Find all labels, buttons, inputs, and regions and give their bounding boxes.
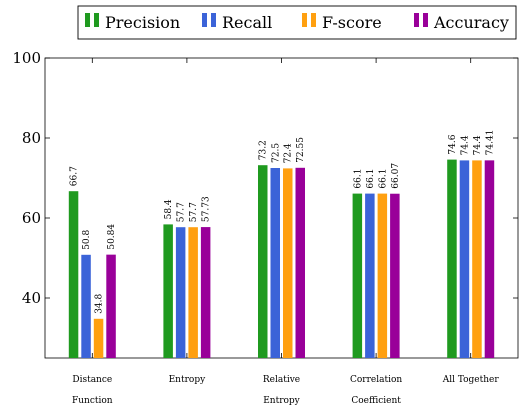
category-label: Entropy — [263, 396, 300, 406]
bar-recall — [365, 193, 375, 358]
bar-f-score — [377, 193, 388, 358]
bar-recall — [81, 254, 91, 358]
data-label: 72.55 — [296, 137, 306, 163]
category-label: Function — [72, 396, 113, 406]
data-label: 66.1 — [366, 169, 376, 189]
data-label: 73.2 — [259, 140, 269, 160]
bar-recall — [175, 227, 186, 358]
bar-accuracy — [390, 193, 400, 358]
data-label: 74.4 — [460, 135, 470, 155]
data-label: 50.8 — [82, 229, 92, 249]
bar-precision — [163, 224, 173, 358]
axes: 40 60 80 100 — [12, 49, 519, 359]
bar-f-score — [188, 227, 198, 358]
data-label: 72.5 — [271, 143, 281, 163]
legend-swatch — [94, 13, 99, 27]
data-label: 34.8 — [95, 293, 105, 313]
data-label: 57.73 — [202, 196, 212, 222]
legend-swatch — [85, 13, 90, 27]
bar-recall — [270, 168, 280, 358]
legend: Precision Recall F-score Accuracy — [77, 5, 517, 40]
bar-f-score — [472, 160, 482, 358]
bar-precision — [68, 191, 79, 358]
data-label: 57.7 — [189, 202, 199, 222]
bars — [68, 159, 495, 358]
y-tick-label: 60 — [22, 209, 41, 227]
category-label: Distance — [72, 375, 112, 385]
y-tick-label: 40 — [22, 289, 41, 307]
legend-swatch — [311, 13, 316, 27]
bar-f-score — [93, 318, 104, 358]
data-label: 58.4 — [164, 199, 174, 219]
bar-accuracy — [200, 227, 211, 358]
data-label: 57.7 — [177, 202, 187, 222]
bar-precision — [258, 165, 268, 358]
legend-swatch — [202, 13, 207, 27]
bar-recall — [459, 160, 470, 358]
legend-label: F-score — [322, 13, 382, 32]
bar-accuracy — [295, 167, 305, 358]
data-label: 66.1 — [378, 169, 388, 189]
plot-frame — [44, 57, 519, 359]
category-labels: Distance Function Entropy Relative Entropy Co… — [72, 375, 499, 406]
category-label: Entropy — [169, 375, 206, 385]
data-label: 66.07 — [391, 163, 401, 189]
category-label: All Together — [442, 375, 500, 385]
data-label: 66.1 — [353, 169, 363, 189]
data-label: 74.6 — [448, 134, 458, 154]
legend-swatch — [211, 13, 216, 27]
legend-swatch — [423, 13, 428, 27]
data-label: 74.41 — [485, 130, 495, 156]
legend-swatch — [414, 13, 419, 27]
bar-precision — [447, 159, 457, 358]
category-label: Relative — [263, 375, 300, 385]
bar-f-score — [283, 168, 293, 358]
legend-swatch — [302, 13, 307, 27]
data-label: 66.7 — [70, 166, 80, 186]
bar-accuracy — [106, 254, 116, 358]
legend-label: Accuracy — [433, 13, 509, 32]
data-label: 74.4 — [473, 135, 483, 155]
legend-label: Recall — [222, 13, 272, 32]
bar-precision — [352, 193, 363, 358]
legend-label: Precision — [105, 13, 180, 32]
data-label: 50.84 — [107, 224, 117, 250]
legend-box — [77, 5, 517, 40]
y-tick-label: 100 — [12, 49, 41, 67]
bar-accuracy — [484, 160, 495, 358]
y-tick-label: 80 — [22, 129, 41, 147]
category-label: Coefficient — [351, 396, 401, 406]
category-label: Correlation — [350, 375, 402, 385]
data-label: 72.4 — [284, 143, 294, 163]
